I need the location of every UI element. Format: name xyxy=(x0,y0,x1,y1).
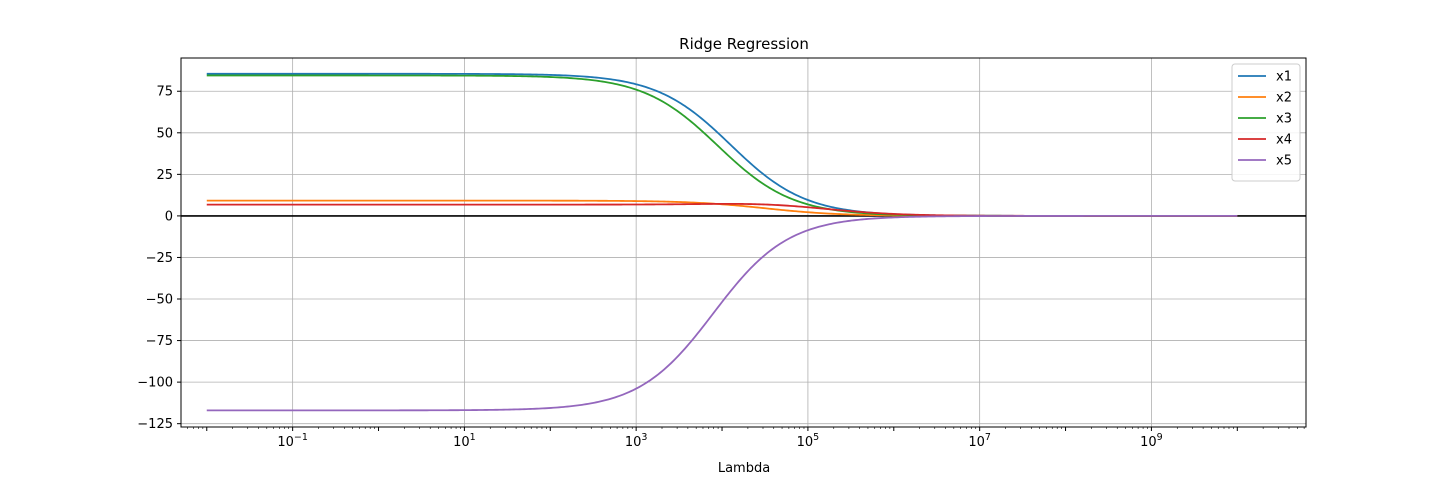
y-tick-label: 50 xyxy=(156,126,173,141)
legend-label-x2: x2 xyxy=(1276,91,1292,106)
x-tick-label: 101 xyxy=(453,432,476,450)
legend-label-x3: x3 xyxy=(1276,112,1292,127)
x-tick-label: 105 xyxy=(797,432,820,450)
y-tick-label: −125 xyxy=(137,417,173,432)
legend-label-x5: x5 xyxy=(1276,154,1292,169)
y-tick-label: −25 xyxy=(146,251,173,266)
series-lines xyxy=(206,72,1238,412)
legend-box xyxy=(1231,63,1301,182)
y-tick-label: −75 xyxy=(146,334,173,349)
x-tick-label: 109 xyxy=(1140,432,1163,450)
legend-label-x1: x1 xyxy=(1276,70,1292,85)
chart-title: Ridge Regression xyxy=(679,35,809,53)
x-axis-ticks: 10−1 101 103 105 107 109 xyxy=(187,427,1305,450)
legend-label-x4: x4 xyxy=(1276,133,1292,148)
axes-frame xyxy=(180,57,1307,428)
y-axis-ticks: 75 50 25 0 −25 −50 −75 −100 −125 xyxy=(137,85,181,432)
y-tick-label: 75 xyxy=(156,85,173,100)
y-tick-label: 0 xyxy=(165,209,173,224)
x-tick-label: 10−1 xyxy=(277,432,308,450)
series-line-x5 xyxy=(206,215,1238,412)
x-tick-label: 107 xyxy=(968,432,991,450)
x-axis-label: Lambda xyxy=(718,461,770,476)
legend: x1 x2 x3 x4 x5 xyxy=(1231,63,1301,182)
y-tick-label: −100 xyxy=(137,376,173,391)
x-tick-label: 103 xyxy=(625,432,648,450)
y-tick-label: −50 xyxy=(146,293,173,308)
y-tick-label: 25 xyxy=(156,168,173,183)
